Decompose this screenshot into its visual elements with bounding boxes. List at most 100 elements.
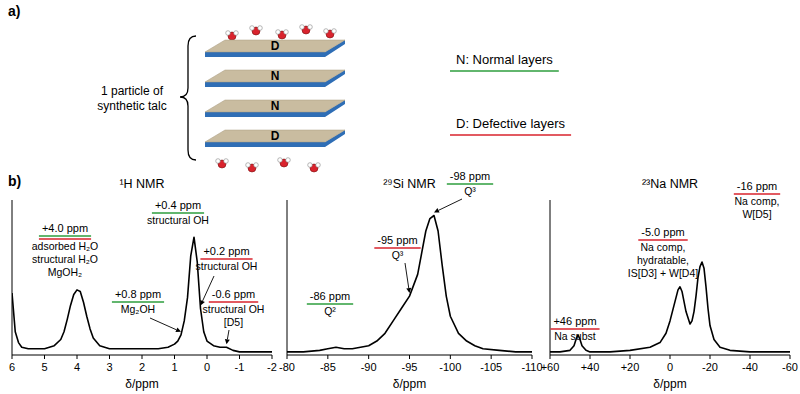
x-tick-label: 4	[74, 361, 80, 373]
x-tick	[630, 355, 631, 359]
legend-underline	[450, 134, 571, 136]
annotation-underline	[39, 235, 91, 237]
x-tick-label: -105	[480, 361, 502, 373]
water-hydrogen	[250, 26, 255, 31]
annotation-text: Q³	[464, 185, 476, 197]
x-tick-label: 0	[667, 361, 673, 373]
caption: 1 particle of	[101, 84, 164, 98]
x-tick-label: -2	[267, 361, 277, 373]
water-hydrogen	[234, 31, 239, 36]
water-hydrogen	[254, 163, 259, 168]
x-tick-label: 6	[9, 361, 15, 373]
x-tick-label: +60	[541, 361, 560, 373]
layer-label: D	[271, 129, 280, 143]
water-hydrogen	[278, 158, 283, 163]
y-axis	[287, 200, 288, 355]
x-tick	[109, 355, 110, 359]
legend-text: N: Normal layers	[456, 52, 553, 67]
x-axis-label: δ/ppm	[125, 377, 158, 391]
annotation-label: -16 ppm	[737, 180, 777, 192]
x-tick-label: -1	[235, 361, 245, 373]
water-hydrogen	[332, 29, 337, 34]
annotation-arrow	[227, 330, 229, 339]
x-tick	[670, 355, 671, 359]
annotation-label: +0.2 ppm	[203, 245, 249, 257]
x-tick	[174, 355, 175, 359]
figure: a)1 particle ofsynthetic talcDNNDN: Norm…	[0, 0, 800, 394]
x-tick	[77, 355, 78, 359]
layer-face	[205, 70, 345, 82]
water-hydrogen	[324, 29, 329, 34]
x-tick-label: -95	[402, 361, 418, 373]
data-group	[287, 216, 532, 352]
annotation-label: -98 ppm	[450, 170, 490, 182]
annotation-text: W[D5]	[742, 208, 771, 220]
annotation-arrowhead	[434, 208, 440, 213]
water-hydrogen	[316, 163, 321, 168]
annotation-text: Mg₂OH	[121, 303, 155, 315]
layer-label: N	[271, 69, 280, 83]
annotation-label: -0.6 ppm	[212, 288, 255, 300]
layer-edge	[205, 100, 345, 117]
annotation-text: Q³	[392, 249, 404, 261]
annotation-text: structural OH	[203, 303, 265, 315]
spectrum-panel: ²³Na NMR+60+40+200-20-40-60δ/ppm+46 ppmN…	[541, 177, 798, 391]
annotation-arrow	[439, 199, 462, 210]
spectrum-panel: ²⁹Si NMR-80-85-90-95-100-105-110δ/ppm-98…	[279, 170, 543, 391]
x-tick-label: -60	[782, 361, 798, 373]
annotation-arrow	[405, 263, 409, 288]
data-group	[12, 237, 272, 352]
annotation-text: Na subst	[554, 330, 596, 342]
annotation-text: structural OH	[196, 260, 258, 272]
x-tick	[142, 355, 143, 359]
annotation-text: MgOH₂	[48, 266, 82, 278]
annotation-text: Q²	[324, 305, 336, 317]
annotation-label: +0.4 ppm	[155, 199, 201, 211]
x-tick-label: 3	[106, 361, 112, 373]
x-tick-label: 1	[171, 361, 177, 373]
x-tick	[207, 355, 208, 359]
water-hydrogen	[276, 30, 281, 35]
x-tick	[12, 355, 13, 359]
panel-label: b)	[8, 173, 21, 189]
layer-label: D	[271, 39, 280, 53]
annotation-text: IS[D3] + W[D4]	[628, 267, 698, 279]
x-tick	[790, 355, 791, 359]
x-tick-label: -85	[320, 361, 336, 373]
data-group	[550, 262, 790, 352]
layer-face	[205, 130, 345, 142]
x-tick	[450, 355, 451, 359]
x-tick-label: -80	[279, 361, 295, 373]
x-tick	[710, 355, 711, 359]
annotation-arrowhead	[406, 288, 411, 293]
x-tick-label: -90	[361, 361, 377, 373]
x-tick-label: 0	[204, 361, 210, 373]
annotation-arrowhead	[225, 339, 230, 344]
water-hydrogen	[284, 30, 289, 35]
water-hydrogen	[308, 163, 313, 168]
legend-text: D: Defective layers	[456, 116, 566, 131]
annotation-text: Na comp,	[641, 241, 686, 253]
x-tick	[327, 355, 328, 359]
annotation-arrow	[150, 318, 176, 330]
annotation-label: +0.8 ppm	[115, 288, 161, 300]
x-axis-label: δ/ppm	[653, 377, 686, 391]
chart-title: ²³Na NMR	[642, 177, 698, 191]
spectrum-line	[550, 262, 790, 352]
layer-label: N	[271, 99, 280, 113]
annotation-text: [D5]	[224, 316, 243, 328]
water-hydrogen	[226, 31, 231, 36]
x-tick-label: 5	[41, 361, 47, 373]
annotation-text: adsorbed H₂O	[32, 240, 99, 252]
water-hydrogen	[300, 25, 305, 30]
x-tick	[272, 355, 273, 359]
water-hydrogen	[258, 26, 263, 31]
legend-underline	[450, 70, 559, 72]
layer-edge	[205, 70, 345, 87]
annotation-label: -95 ppm	[377, 234, 417, 246]
annotation-label: -86 ppm	[310, 290, 350, 302]
panel-label: a)	[8, 3, 20, 19]
x-tick	[590, 355, 591, 359]
annotation-label: +46 ppm	[553, 315, 596, 327]
annotation-arrowhead	[175, 328, 181, 333]
